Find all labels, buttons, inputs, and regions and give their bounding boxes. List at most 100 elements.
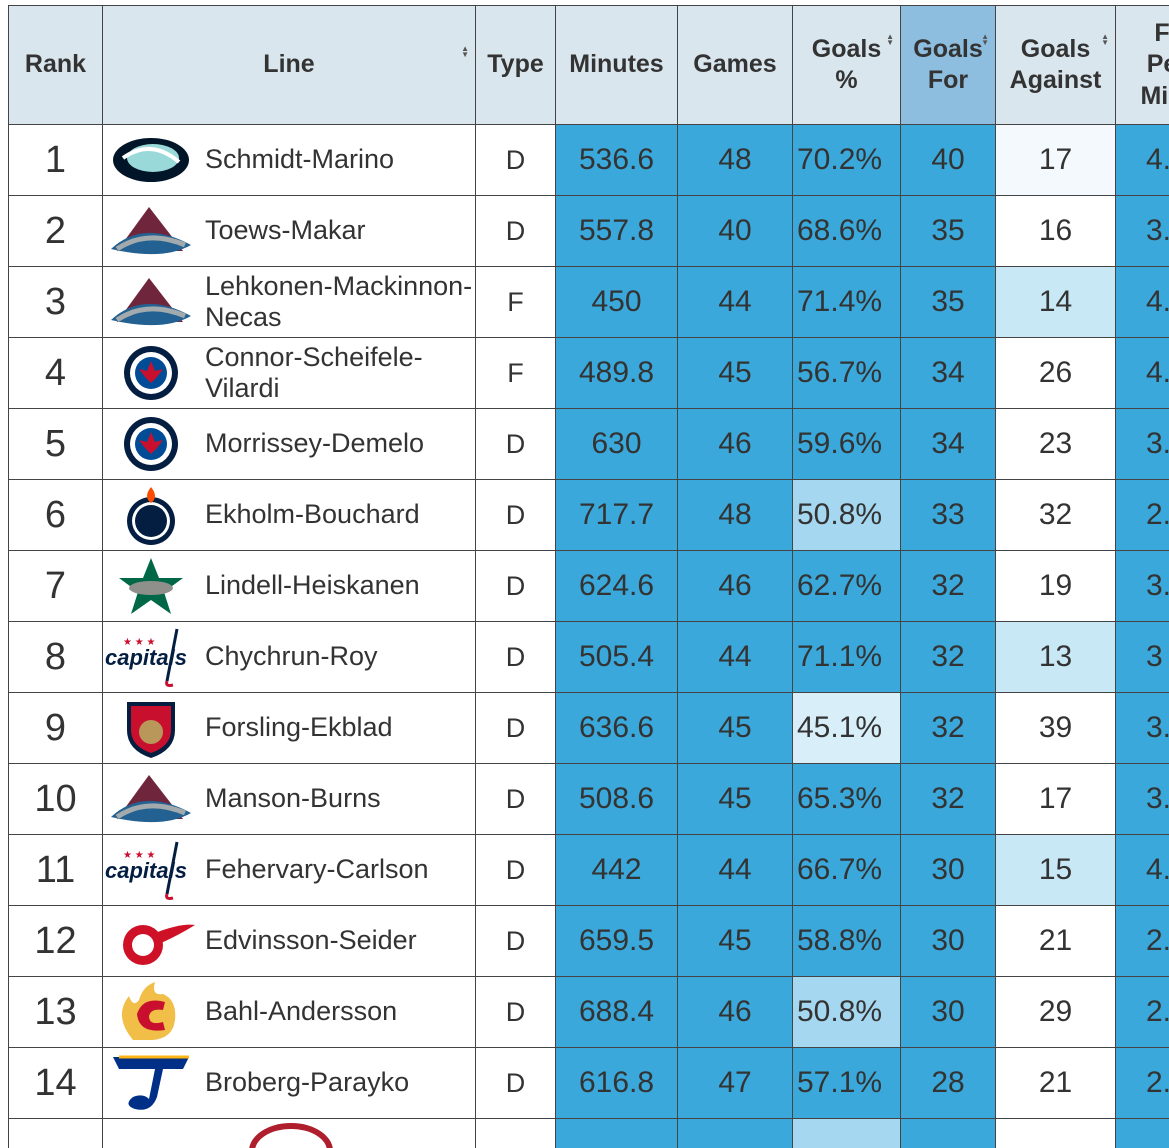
team-logo (124, 346, 178, 400)
table-cell: 16 (995, 195, 1116, 267)
cell-text: 68.6% (797, 214, 883, 247)
table-row: 4 Connor-Scheifele-Vilardi F 489.8 45 56.7% 34… (8, 337, 1169, 409)
cell-text: 16 (1038, 214, 1073, 247)
team-logo (121, 982, 176, 1040)
table-cell: Lehkonen-Mackinnon-Necas (102, 266, 476, 338)
table-cell: 68.6% (792, 195, 901, 267)
line-name[interactable]: Ekholm-Bouchard (205, 499, 420, 530)
table-cell: 46 (677, 408, 793, 480)
table-cell: D (475, 834, 556, 906)
column-header[interactable]: Minutes (555, 5, 678, 125)
sort-icon[interactable]: ▲ ▼ (1101, 32, 1109, 47)
table-cell: 62.7% (792, 550, 901, 622)
table-row: 6 Ekholm-Bouchard D 717.7 48 50.8% 33 32 2. (8, 479, 1169, 551)
table-cell: 3. (1115, 692, 1169, 764)
table-cell: 35 (900, 195, 996, 267)
line-name[interactable]: Lehkonen-Mackinnon-Necas (205, 270, 473, 332)
line-cell: Connor-Scheifele-Vilardi (104, 341, 475, 405)
table-cell: 58.8% (792, 905, 901, 977)
line-name[interactable]: Morrissey-Demelo (205, 428, 425, 459)
table-cell: 57.1% (792, 1047, 901, 1119)
cell-text: 505.4 (578, 640, 655, 673)
cell-text: 32 (931, 569, 965, 602)
cell-text: 26 (1038, 356, 1073, 389)
table-cell: 17 (995, 763, 1116, 835)
line-name[interactable]: Manson-Burns (205, 783, 381, 814)
team-logo (111, 775, 191, 823)
cell-text: D (505, 783, 526, 814)
line-name[interactable]: Connor-Scheifele-Vilardi (205, 341, 423, 403)
table-cell: F (475, 266, 556, 338)
table-cell: 23 (995, 408, 1116, 480)
cell-text: 4. (1146, 356, 1169, 389)
cell-text: 30 (931, 853, 965, 886)
sort-icon[interactable]: ▲ ▼ (886, 32, 894, 47)
line-cell: Ekholm-Bouchard (104, 483, 475, 547)
table-cell: 2 (8, 195, 103, 267)
cell-text: 3 (1146, 640, 1163, 673)
cell-text: 4 (44, 351, 67, 394)
table-cell: Ekholm-Bouchard (102, 479, 476, 551)
team-logo (249, 1123, 333, 1148)
table-cell: 56.7% (792, 337, 901, 409)
team-logo (123, 924, 195, 965)
table-cell (8, 1118, 103, 1148)
cell-text: 2. (1146, 995, 1169, 1028)
table-cell: 32 (995, 479, 1116, 551)
header-text: Line (263, 50, 315, 79)
cell-text: 450 (591, 285, 642, 318)
cell-text: 21 (1038, 924, 1073, 957)
table-row (8, 1118, 1169, 1148)
table-cell: 9 (8, 692, 103, 764)
table-row: 12 Edvinsson-Seider D 659.5 45 58.8% 30 21 2. (8, 905, 1169, 977)
column-header[interactable]: F Pe Min (1115, 5, 1169, 125)
column-header[interactable]: Games (677, 5, 793, 125)
line-cell: Manson-Burns (104, 767, 475, 831)
line-name[interactable]: Fehervary-Carlson (205, 854, 429, 885)
table-cell: 39 (995, 692, 1116, 764)
line-name[interactable]: Chychrun-Roy (205, 641, 378, 672)
sort-icon[interactable]: ▲ ▼ (461, 44, 469, 59)
line-name[interactable]: Forsling-Ekblad (205, 712, 393, 743)
sort-icon[interactable]: ▲ ▼ (981, 32, 989, 47)
stats-table: Rank Line ▲ ▼ Type Minutes Games Goals % ▲ ▼ Goals… (8, 5, 1169, 1148)
cell-text: 3. (1146, 427, 1169, 460)
table-cell: 71.4% (792, 266, 901, 338)
column-header[interactable]: Line ▲ ▼ (102, 5, 476, 125)
column-header[interactable]: Rank (8, 5, 103, 125)
line-name[interactable]: Bahl-Andersson (205, 996, 398, 1027)
line-cell: Lindell-Heiskanen (104, 554, 475, 618)
column-header[interactable]: Goals % ▲ ▼ (792, 5, 901, 125)
line-name[interactable]: Lindell-Heiskanen (205, 570, 420, 601)
cell-text: 442 (591, 853, 642, 886)
line-name[interactable]: Broberg-Parayko (205, 1067, 410, 1098)
cell-text: 13 (34, 990, 77, 1033)
table-cell: 45 (677, 905, 793, 977)
table-cell: 536.6 (555, 124, 678, 196)
table-cell: 505.4 (555, 621, 678, 693)
table-cell: 450 (555, 266, 678, 338)
line-name[interactable]: Edvinsson-Seider (205, 925, 417, 956)
line-cell: Forsling-Ekblad (104, 696, 475, 760)
table-cell: D (475, 692, 556, 764)
table-cell: Lindell-Heiskanen (102, 550, 476, 622)
cell-text: 508.6 (578, 782, 655, 815)
line-cell: Toews-Makar (104, 199, 475, 263)
line-cell: capitals ★ ★ ★ Fehervary-Carlson (104, 838, 475, 902)
line-cell: capitals ★ ★ ★ Chychrun-Roy (104, 625, 475, 689)
line-cell: Lehkonen-Mackinnon-Necas (104, 270, 475, 334)
table-cell: Bahl-Andersson (102, 976, 476, 1048)
cell-text: 624.6 (578, 569, 655, 602)
table-cell: 48 (677, 479, 793, 551)
line-name[interactable]: Schmidt-Marino (205, 144, 395, 175)
table-cell: 19 (995, 550, 1116, 622)
cell-text: F (507, 357, 524, 388)
column-header[interactable]: Type (475, 5, 556, 125)
cell-text: 636.6 (578, 711, 655, 744)
cell-text: 10 (34, 777, 77, 820)
cell-text: 14 (1038, 285, 1073, 318)
table-cell: 29 (995, 976, 1116, 1048)
column-header[interactable]: Goals Against ▲ ▼ (995, 5, 1116, 125)
line-name[interactable]: Toews-Makar (205, 215, 366, 246)
column-header[interactable]: Goals For ▲ ▼ (900, 5, 996, 125)
